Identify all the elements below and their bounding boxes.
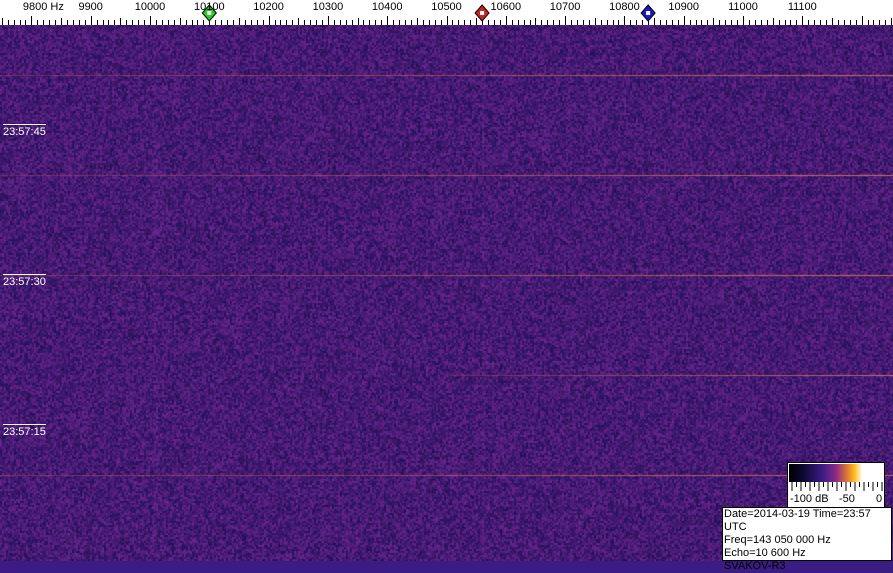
waterfall-spectrogram	[0, 25, 893, 561]
frequency-label: 10600	[490, 1, 522, 13]
frequency-label: 10300	[312, 1, 344, 13]
color-gradient	[789, 464, 883, 482]
info-station: SVAKOV-R3	[724, 560, 786, 572]
frequency-label: 10000	[134, 1, 166, 13]
time-label: 23:57:30	[3, 274, 46, 288]
time-label: 23:57:15	[3, 424, 46, 438]
red-marker-icon[interactable]	[474, 4, 490, 22]
color-scale-legend: -100 dB -50 0	[787, 462, 885, 508]
frequency-label: 11000	[728, 1, 758, 13]
legend-min: -100 dB	[790, 493, 829, 505]
ruler-ticks	[2, 4, 892, 25]
frequency-ruler: 9800 Hz 9900 10000 10100 10200 10300 10400 1050…	[0, 0, 893, 25]
frequency-label: 10400	[371, 1, 403, 13]
frequency-label: 10900	[668, 1, 699, 13]
frequency-label: 9900	[78, 1, 103, 13]
info-date-time: Date=2014-03-19 Time=23:57 UTC	[724, 508, 871, 533]
legend-ticks	[791, 482, 883, 491]
info-frequency: Freq=143 050 000 Hz	[724, 534, 831, 546]
time-label: 23:57:45	[3, 124, 46, 138]
legend-max: 0	[876, 493, 883, 505]
green-marker-icon[interactable]	[201, 4, 217, 22]
frequency-label: 10200	[253, 1, 284, 13]
legend-mid: -50	[839, 493, 855, 505]
blue-marker-icon[interactable]	[640, 4, 656, 22]
frequency-label: 10700	[549, 1, 581, 13]
frequency-label: 10800	[609, 1, 640, 13]
frequency-label: 11100	[787, 1, 817, 13]
info-echo: Echo=10 600 Hz	[724, 547, 806, 559]
info-box: Date=2014-03-19 Time=23:57 UTC Freq=143 …	[722, 507, 892, 572]
frequency-label: 10500	[431, 1, 462, 13]
frequency-label: 10100	[194, 1, 225, 13]
frequency-label: 9800 Hz	[22, 1, 64, 13]
